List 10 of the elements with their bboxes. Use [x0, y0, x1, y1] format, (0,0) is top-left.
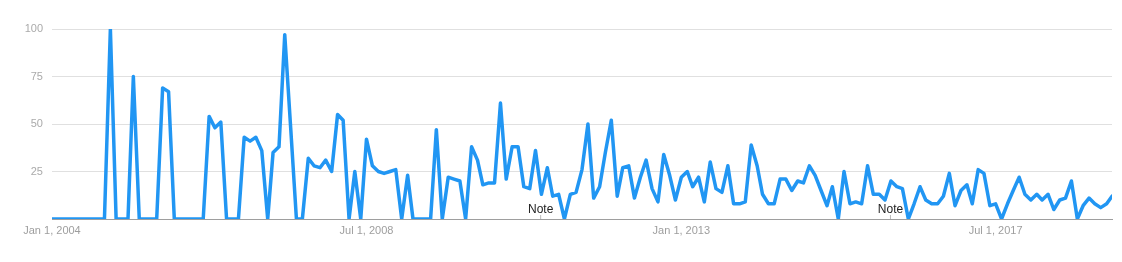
annotation: Note — [527, 202, 554, 216]
y-tick-label: 25 — [30, 164, 43, 177]
y-tick-label: 75 — [30, 69, 43, 82]
x-tick-label: Jan 1, 2013 — [652, 223, 711, 236]
x-tick-label: Jul 1, 2008 — [339, 223, 394, 236]
annotation: Note — [877, 202, 904, 216]
y-tick-label: 50 — [30, 117, 43, 130]
y-tick-label: 100 — [24, 22, 43, 35]
x-tick-label: Jan 1, 2004 — [23, 223, 81, 236]
x-tick-label: Jul 1, 2017 — [968, 223, 1023, 236]
